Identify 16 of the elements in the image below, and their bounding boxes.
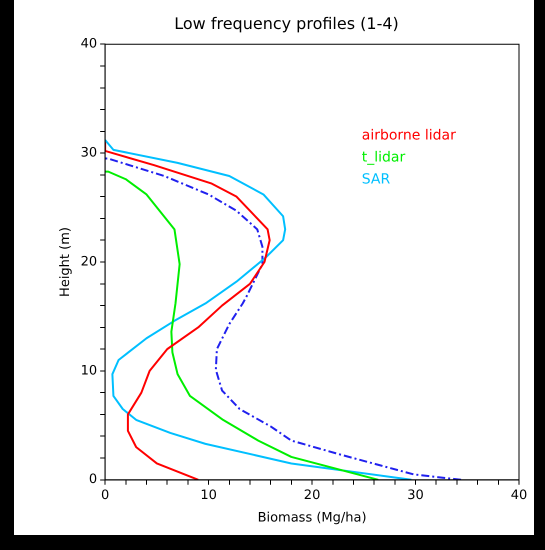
x-tick-label: 30 — [407, 488, 424, 503]
x-tick-label: 10 — [200, 488, 217, 503]
y-tick-label: 0 — [88, 472, 98, 488]
text: t_lidar — [362, 149, 406, 166]
y-tick-label: 20 — [80, 254, 98, 270]
y-axis-title: Height (m) — [58, 227, 74, 297]
text: SAR — [362, 171, 390, 188]
x-tick-label: 40 — [510, 488, 528, 503]
text: airborne lidar — [362, 127, 456, 144]
x-axis-title: Biomass (Mg/ha) — [258, 510, 367, 526]
y-tick-label: 10 — [80, 363, 98, 378]
chart-title: Low frequency profiles (1-4) — [174, 14, 399, 33]
x-tick-label: 20 — [304, 488, 320, 503]
y-tick-label: 30 — [80, 145, 98, 160]
x-tick-label: 0 — [101, 488, 110, 503]
y-tick-label: 40 — [80, 36, 98, 52]
